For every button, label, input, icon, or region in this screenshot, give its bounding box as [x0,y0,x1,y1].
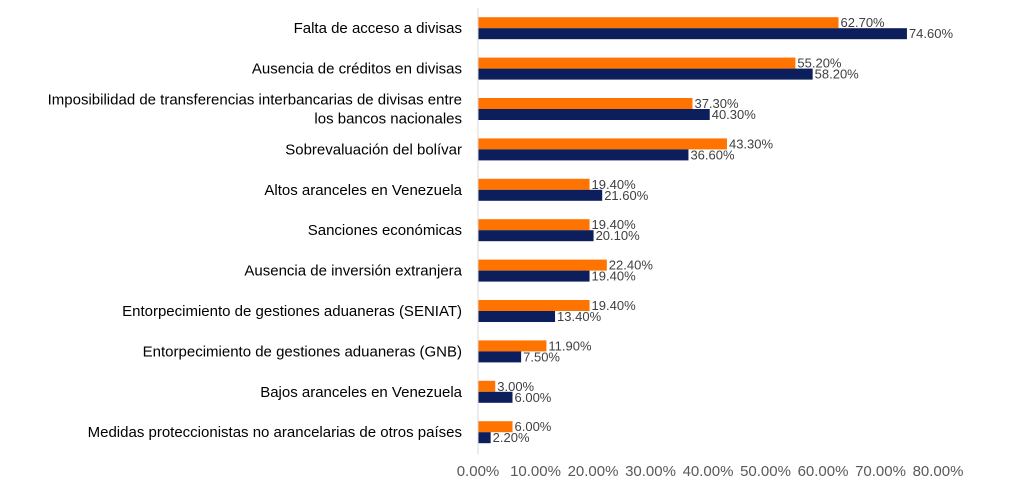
data-label-series-2-4: 36.60% [690,147,735,162]
data-label-series-2-3: 40.30% [712,107,757,122]
data-label-series-1-2: 55.20% [797,56,842,71]
x-tick-label-5: 40.00% [683,463,734,480]
bar-series-1-8 [478,300,590,311]
bar-series-2-2 [478,68,813,80]
bar-series-1-9 [478,340,547,352]
data-label-series-1-9: 11.90% [548,338,592,353]
bar-series-1-6 [478,219,590,231]
data-label-series-2-9: 7.50% [523,349,560,364]
x-tick-label-9: 80.00% [913,463,964,480]
category-label-4: Sobrevaluación del bolívar [285,141,462,158]
bar-series-1-11 [478,421,513,433]
data-label-series-2-8: 13.40% [557,309,602,324]
bar-series-2-4 [478,149,689,161]
category-label-8: Entorpecimiento de gestiones aduaneras (… [122,303,462,320]
bar-series-2-1 [478,28,907,40]
x-tick-label-1: 0.00% [457,463,500,480]
bar-series-2-10 [478,391,513,403]
category-label-9: Entorpecimiento de gestiones aduaneras (… [143,343,462,360]
category-label-5: Altos aranceles en Venezuela [264,182,462,199]
x-tick-label-3: 20.00% [568,463,619,480]
data-label-series-2-11: 2.20% [493,430,530,445]
bar-series-1-7 [478,259,607,271]
data-label-series-1-1: 62.70% [841,15,886,30]
bars-layer [478,17,907,444]
data-labels-layer: 62.70% 74.60% 55.20%58.20% 37.30%40.30% 43.3… [493,15,954,445]
data-label-series-1-10: 3.00% [497,379,534,394]
x-axis-tick-labels: 0.00% 10.00% 20.00% 30.00% 40.00% 50.00% 60.00… [457,463,964,480]
bar-series-2-7 [478,270,590,282]
x-tick-label-4: 30.00% [625,463,676,480]
data-label-series-1-5: 19.40% [592,177,637,192]
category-labels-layer: Falta de acceso a divisas Ausencia de cré… [48,20,463,441]
data-label-series-1-6: 19.40% [592,217,637,232]
bar-series-2-9 [478,351,522,363]
data-label-series-2-6: 20.10% [596,228,641,243]
data-label-series-2-1: 74.60% [909,26,954,41]
bar-series-1-1 [478,17,839,29]
data-label-series-1-8: 19.40% [592,298,637,313]
data-label-series-2-2: 58.20% [815,67,860,82]
category-label-2: Ausencia de créditos en divisas [252,61,462,78]
bar-series-2-8 [478,311,556,322]
category-label-7: Ausencia de inversión extranjera [244,263,462,280]
category-label-6: Sanciones económicas [308,222,462,239]
data-label-series-2-7: 19.40% [592,269,637,284]
data-label-series-2-10: 6.00% [515,390,552,405]
bar-series-1-5 [478,178,590,190]
data-label-series-2-5: 21.60% [604,188,649,203]
data-label-series-1-11: 6.00% [515,419,552,434]
bar-series-1-10 [478,380,496,392]
category-label-3-line-2: los bancos nacionales [314,111,462,128]
bar-series-1-2 [478,57,796,69]
data-label-series-1-4: 43.30% [729,136,774,151]
category-label-11: Medidas proteccionistas no arancelarias … [88,424,462,441]
category-label-1: Falta de acceso a divisas [294,20,462,37]
x-tick-label-6: 50.00% [740,463,791,480]
data-label-series-1-7: 22.40% [609,258,654,273]
bar-series-2-11 [478,432,491,444]
x-tick-label-2: 10.00% [510,463,561,480]
data-label-series-1-3: 37.30% [694,96,739,111]
bar-series-1-3 [478,98,693,109]
bar-series-2-5 [478,189,603,201]
x-tick-label-8: 70.00% [855,463,906,480]
category-label-10: Bajos aranceles en Venezuela [260,384,462,401]
bar-series-2-3 [478,109,710,120]
bar-series-1-4 [478,138,727,150]
category-label-3-line-1: Imposibilidad de transferencias interban… [48,92,462,109]
x-tick-label-7: 60.00% [798,463,849,480]
bar-series-2-6 [478,230,594,242]
